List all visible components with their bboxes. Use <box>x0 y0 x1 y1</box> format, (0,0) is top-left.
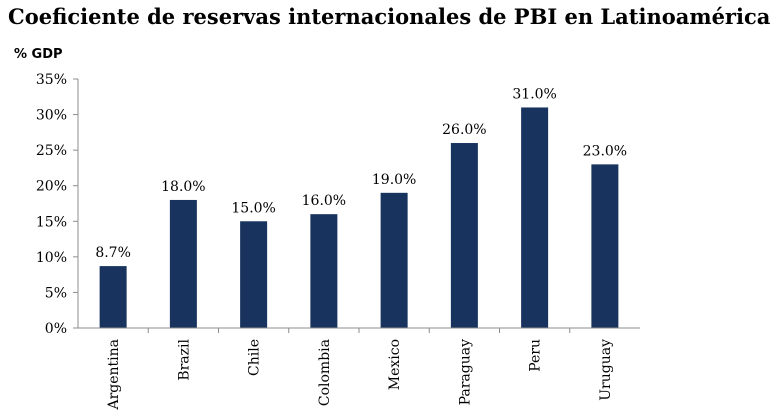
bar-peru <box>521 107 549 328</box>
y-tick-label: 15% <box>36 214 67 230</box>
bar-colombia <box>310 214 338 328</box>
y-tick-label: 0% <box>45 321 67 337</box>
y-tick-label: 10% <box>36 250 67 266</box>
bar-paraguay <box>450 143 478 328</box>
bar-chile <box>240 221 268 328</box>
y-tick-label: 5% <box>45 285 67 301</box>
bar-mexico <box>380 192 408 328</box>
x-tick-label: Chile <box>247 339 263 376</box>
bars <box>99 107 619 328</box>
x-axis: Argentina Brazil Chile Colombia Mexico Paragu… <box>106 328 614 411</box>
y-axis: 0% 5% 10% 15% 20% 25% 30% 35% <box>36 72 78 337</box>
y-tick-label: 20% <box>36 179 67 195</box>
y-axis-label: % GDP <box>14 47 63 62</box>
bar-uruguay <box>591 164 619 328</box>
data-labels: 8.7% 18.0% 15.0% 16.0% 19.0% 26.0% 31.0% 23.0% <box>95 86 627 261</box>
bar-brazil <box>169 199 197 328</box>
data-label: 26.0% <box>442 122 486 138</box>
data-label: 23.0% <box>583 143 627 159</box>
x-tick-label: Uruguay <box>598 339 614 401</box>
data-label: 15.0% <box>231 200 275 216</box>
x-tick-label: Paraguay <box>457 339 473 406</box>
data-label: 16.0% <box>302 193 346 209</box>
y-tick-label: 25% <box>36 143 67 159</box>
chart-title: Coeficiente de reservas internacionales … <box>8 4 770 29</box>
x-tick-label: Peru <box>528 339 544 372</box>
x-tick-label: Mexico <box>387 339 403 390</box>
y-tick-label: 35% <box>36 72 67 88</box>
data-label: 19.0% <box>372 172 416 188</box>
x-tick-label: Brazil <box>176 338 192 380</box>
data-label: 8.7% <box>95 245 131 261</box>
bar-argentina <box>99 266 127 328</box>
x-tick-label: Colombia <box>317 339 333 406</box>
data-label: 18.0% <box>161 179 205 195</box>
y-tick-label: 30% <box>36 108 67 124</box>
data-label: 31.0% <box>512 86 556 102</box>
x-tick-label: Argentina <box>106 339 122 411</box>
